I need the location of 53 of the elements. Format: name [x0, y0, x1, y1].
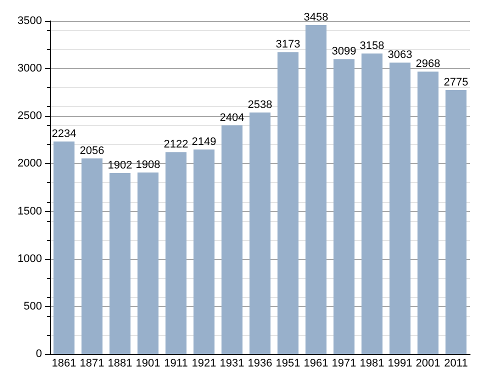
bar: [390, 62, 410, 354]
data-label: 3158: [360, 40, 384, 52]
data-label: 2404: [220, 112, 244, 124]
y-tick-label: 3000: [18, 62, 42, 75]
x-tick-label: 1971: [332, 358, 356, 370]
x-tick-label: 1931: [220, 358, 244, 370]
x-tick-label: 1921: [192, 358, 216, 370]
x-tick-label: 1936: [248, 358, 272, 370]
data-label: 3173: [276, 38, 300, 51]
data-label: 2149: [192, 136, 216, 148]
data-label: 2056: [80, 144, 104, 157]
data-label: 2122: [164, 138, 188, 151]
data-label: 2538: [248, 99, 272, 112]
data-label: 3063: [388, 49, 412, 62]
data-label: 2775: [444, 76, 468, 88]
y-tick-label: 2000: [18, 158, 42, 170]
bar: [138, 172, 158, 354]
x-tick-label: 1901: [136, 358, 160, 370]
bar: [110, 173, 130, 354]
y-tick-label: 1500: [18, 205, 42, 218]
x-tick-label: 1961: [304, 358, 328, 370]
bar: [166, 152, 186, 354]
y-tick-label: 1000: [18, 252, 42, 265]
x-tick-label: 1981: [360, 358, 384, 370]
data-label: 1902: [108, 160, 132, 172]
x-tick-label: 1951: [276, 358, 300, 370]
data-label: 3458: [304, 11, 328, 24]
x-tick-label: 1881: [108, 358, 132, 370]
bar: [250, 112, 270, 354]
x-tick-label: 2011: [444, 358, 468, 370]
data-label: 3099: [332, 46, 356, 58]
bar: [278, 52, 298, 354]
x-tick-label: 1871: [80, 358, 104, 370]
bar: [418, 72, 438, 354]
y-tick-label: 3500: [18, 15, 42, 27]
bar: [334, 59, 354, 354]
bar: [306, 24, 326, 354]
x-tick-label: 1861: [52, 358, 76, 370]
data-label: 1908: [136, 158, 160, 171]
y-tick-label: 2500: [18, 110, 42, 122]
bar: [222, 125, 242, 354]
bar: [446, 90, 466, 354]
bar: [362, 54, 382, 354]
y-tick-label: 0: [36, 348, 42, 360]
bar: [194, 150, 214, 354]
y-tick-label: 500: [24, 300, 42, 312]
data-label: 2234: [52, 128, 76, 140]
x-tick-label: 1991: [388, 358, 412, 370]
x-tick-label: 2001: [416, 358, 440, 370]
bar: [82, 158, 102, 354]
x-tick-label: 1911: [164, 358, 188, 370]
bar: [54, 141, 74, 354]
data-label: 2968: [416, 58, 440, 70]
